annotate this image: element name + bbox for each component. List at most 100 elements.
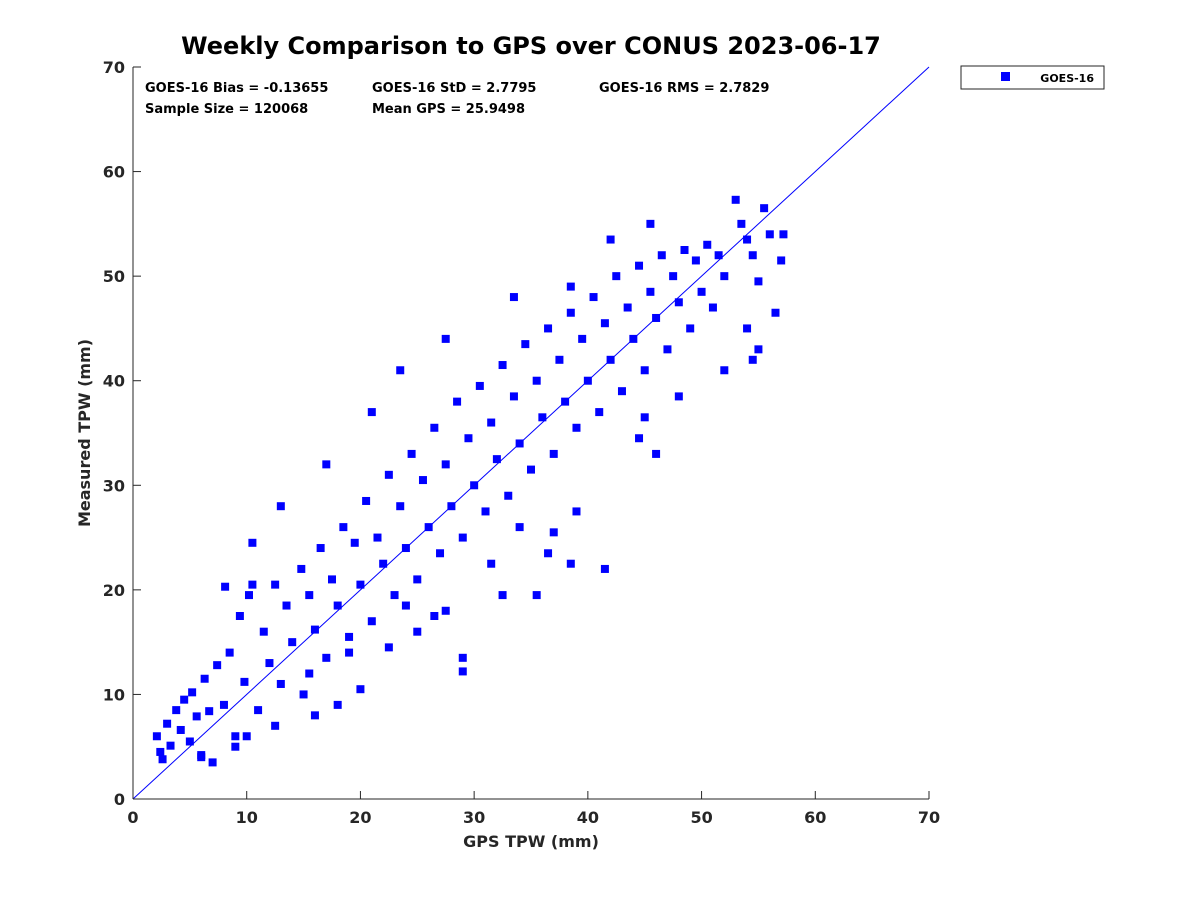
scatter-point (172, 706, 181, 715)
scatter-point (509, 293, 518, 302)
scatter-point (316, 544, 325, 553)
scatter-point (192, 712, 201, 721)
y-tick-label: 50 (103, 267, 125, 286)
scatter-point (384, 470, 393, 479)
scatter-point (213, 661, 222, 670)
scatter-point (669, 272, 678, 281)
scatter-point (743, 235, 752, 244)
y-tick-label: 40 (103, 372, 125, 391)
scatter-point (635, 261, 644, 270)
scatter-point (708, 303, 717, 312)
scatter-point (646, 219, 655, 228)
y-tick-label: 0 (114, 790, 125, 809)
scatter-point (765, 230, 774, 239)
scatter-point (310, 625, 319, 634)
x-tick-label: 0 (127, 808, 138, 827)
scatter-point (544, 549, 553, 558)
scatter-point (248, 580, 257, 589)
scatter-point (305, 591, 314, 600)
scatter-point (652, 449, 661, 458)
x-tick-label: 30 (463, 808, 485, 827)
scatter-point (436, 549, 445, 558)
scatter-point (549, 528, 558, 537)
scatter-point (231, 742, 240, 751)
scatter-point (231, 732, 240, 741)
scatter-point (418, 476, 427, 485)
scatter-point (589, 293, 598, 302)
scatter-point (538, 413, 547, 422)
y-tick-label: 10 (103, 685, 125, 704)
scatter-point (441, 606, 450, 615)
scatter-point (221, 582, 230, 591)
y-axis-label: Measured TPW (mm) (75, 339, 94, 527)
scatter-point (441, 460, 450, 469)
scatter-point (640, 366, 649, 375)
scatter-point (288, 638, 297, 647)
points-layer (152, 195, 788, 767)
scatter-point (748, 251, 757, 260)
y-tick-label: 60 (103, 163, 125, 182)
scatter-point (248, 538, 257, 547)
y-ticks: 0 10 20 30 40 50 60 70 (103, 58, 141, 809)
scatter-point (265, 659, 274, 668)
scatter-point (703, 240, 712, 249)
x-tick-label: 10 (236, 808, 258, 827)
scatter-point (504, 491, 513, 500)
scatter-point (244, 591, 253, 600)
scatter-point (156, 747, 165, 756)
legend-marker (1001, 72, 1010, 81)
scatter-point (572, 507, 581, 516)
scatter-point (521, 340, 530, 349)
scatter-point (760, 204, 769, 213)
scatter-point (566, 559, 575, 568)
scatter-point (176, 725, 185, 734)
scatter-point (458, 653, 467, 662)
reference-line (132, 66, 930, 800)
scatter-point (350, 538, 359, 547)
y-tick-label: 30 (103, 476, 125, 495)
scatter-point (235, 612, 244, 620)
scatter-point (333, 700, 342, 709)
scatter-point (595, 408, 604, 417)
scatter-point (276, 502, 285, 511)
scatter-point (166, 741, 175, 750)
scatter-point (345, 632, 354, 641)
scatter-point (322, 460, 331, 469)
scatter-point (441, 334, 450, 343)
x-tick-label: 70 (918, 808, 940, 827)
scatter-point (754, 277, 763, 286)
scatter-point (748, 355, 757, 364)
scatter-point (430, 612, 439, 620)
scatter-point (498, 361, 507, 370)
scatter-point (606, 235, 615, 244)
scatter-point (492, 455, 501, 464)
scatter-point (544, 324, 553, 333)
scatter-point (240, 677, 249, 686)
scatter-point (612, 272, 621, 281)
scatter-point (282, 601, 291, 610)
scatter-point (515, 523, 524, 532)
scatter-point (163, 719, 172, 728)
scatter-point (413, 627, 422, 636)
scatter-point (487, 559, 496, 568)
scatter-point (328, 575, 336, 584)
y-tick-label: 70 (103, 58, 125, 77)
y-tick-label: 20 (103, 581, 125, 600)
x-axis-label: GPS TPW (mm) (463, 832, 599, 851)
scatter-point (498, 591, 507, 600)
scatter-point (208, 758, 217, 767)
stat-rms: GOES-16 RMS = 2.7829 (599, 81, 769, 96)
scatter-point (731, 195, 740, 204)
stat-bias: GOES-16 Bias = -0.13655 (145, 81, 328, 96)
scatter-point (572, 423, 581, 432)
stat-mean-gps: Mean GPS = 25.9498 (372, 102, 525, 117)
scatter-point (657, 251, 666, 260)
scatter-point (356, 580, 365, 589)
scatter-point (384, 643, 393, 652)
scatter-point (356, 685, 365, 694)
scatter-point (566, 282, 575, 291)
scatter-point (527, 465, 535, 474)
scatter-point (481, 507, 490, 516)
scatter-point (413, 575, 422, 584)
